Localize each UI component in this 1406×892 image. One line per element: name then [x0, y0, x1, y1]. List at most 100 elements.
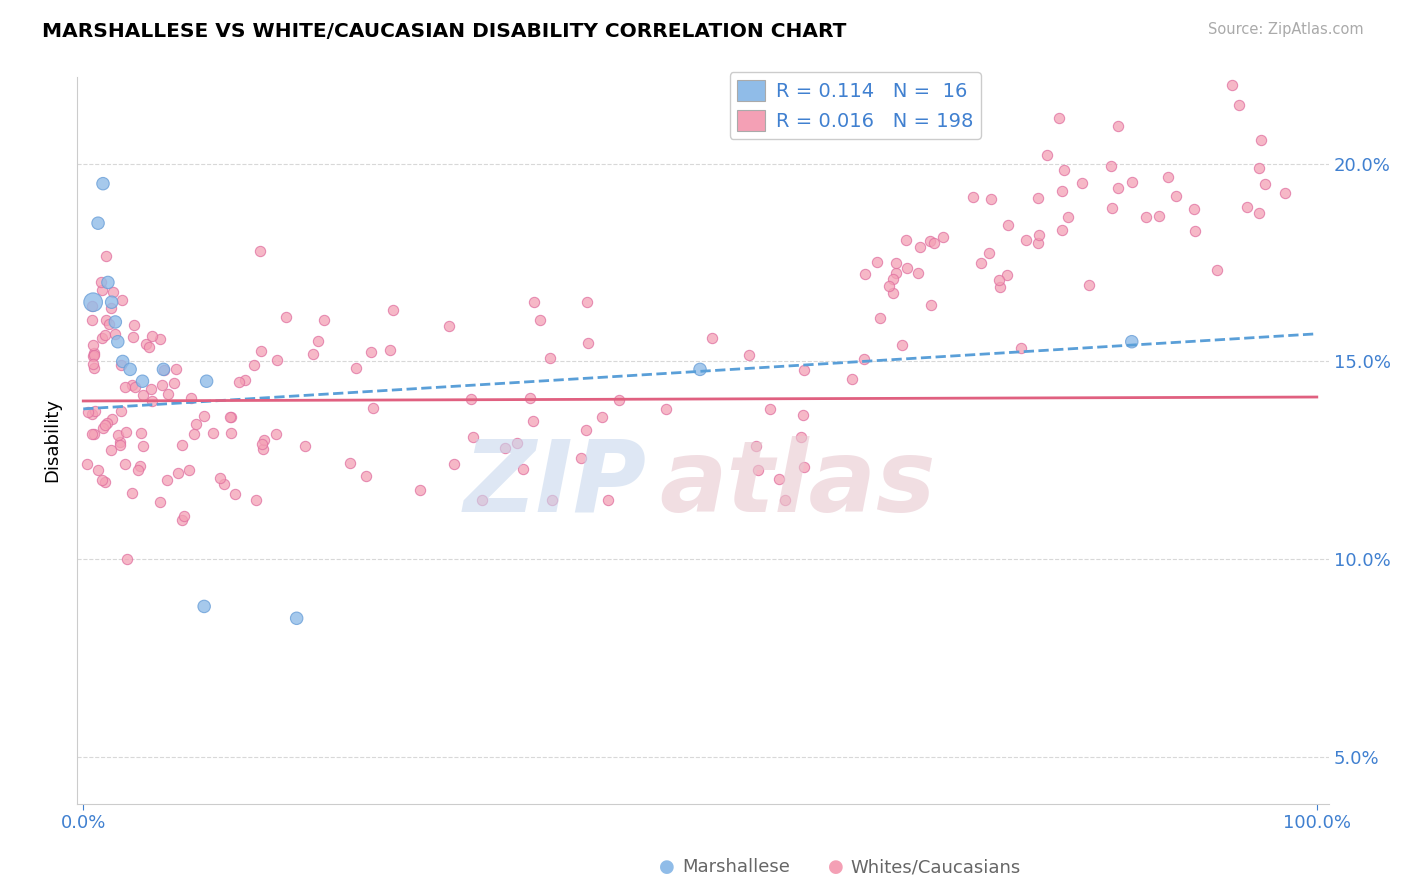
Point — [773, 492, 796, 507]
Point — [114, 425, 136, 439]
Point — [163, 376, 186, 391]
Point — [107, 427, 129, 442]
Point — [869, 310, 891, 325]
Point — [1184, 224, 1206, 238]
Point — [884, 256, 907, 270]
Point — [221, 410, 243, 425]
Point — [107, 334, 129, 349]
Point — [1078, 278, 1101, 293]
Point — [1071, 176, 1094, 190]
Point — [76, 458, 98, 472]
Point — [83, 345, 105, 359]
Point — [89, 275, 111, 289]
Point — [980, 192, 1002, 206]
Point — [82, 312, 104, 326]
Point — [83, 404, 105, 418]
Point — [361, 401, 384, 415]
Point — [1121, 334, 1143, 349]
Point — [235, 373, 257, 387]
Point — [598, 492, 620, 507]
Point — [90, 283, 112, 297]
Point — [1254, 177, 1277, 191]
Point — [877, 279, 900, 293]
Point — [82, 338, 104, 352]
Point — [970, 255, 993, 269]
Point — [519, 391, 541, 405]
Point — [591, 409, 613, 424]
Point — [609, 392, 631, 407]
Point — [111, 354, 134, 368]
Point — [1247, 161, 1270, 176]
Point — [209, 471, 232, 485]
Point — [111, 293, 134, 308]
Point — [131, 374, 153, 388]
Text: Whites/Caucasians: Whites/Caucasians — [851, 858, 1021, 876]
Point — [1052, 163, 1074, 178]
Point — [132, 439, 155, 453]
Point — [165, 362, 187, 376]
Point — [276, 310, 298, 325]
Point — [148, 332, 170, 346]
Point — [689, 362, 711, 376]
Point — [80, 407, 103, 421]
Point — [180, 392, 202, 406]
Point — [576, 295, 599, 310]
Point — [153, 363, 176, 377]
Point — [1227, 98, 1250, 112]
Text: Source: ZipAtlas.com: Source: ZipAtlas.com — [1208, 22, 1364, 37]
Point — [471, 492, 494, 507]
Point — [884, 266, 907, 280]
Point — [793, 363, 815, 377]
Point — [83, 361, 105, 376]
Point — [1015, 233, 1038, 247]
Point — [150, 377, 173, 392]
Point — [96, 417, 118, 431]
Point — [91, 473, 114, 487]
Point — [179, 462, 201, 476]
Point — [91, 420, 114, 434]
Y-axis label: Disability: Disability — [44, 399, 60, 483]
Point — [920, 298, 942, 312]
Point — [381, 303, 404, 318]
Point — [122, 329, 145, 343]
Point — [360, 345, 382, 359]
Point — [120, 362, 142, 376]
Point — [1036, 148, 1059, 162]
Point — [266, 427, 288, 442]
Point — [104, 315, 127, 329]
Point — [97, 276, 120, 290]
Point — [127, 463, 149, 477]
Point — [1247, 205, 1270, 219]
Point — [141, 394, 163, 409]
Point — [93, 475, 115, 489]
Text: ●: ● — [828, 858, 844, 876]
Point — [997, 219, 1019, 233]
Point — [995, 268, 1018, 282]
Point — [94, 313, 117, 327]
Point — [249, 244, 271, 258]
Point — [314, 313, 336, 327]
Point — [100, 301, 122, 315]
Point — [1050, 185, 1073, 199]
Point — [173, 508, 195, 523]
Point — [578, 336, 600, 351]
Point — [152, 362, 174, 376]
Point — [195, 374, 218, 388]
Point — [135, 336, 157, 351]
Point — [1107, 181, 1129, 195]
Point — [1182, 202, 1205, 216]
Point — [990, 280, 1012, 294]
Point — [1107, 119, 1129, 133]
Point — [1010, 341, 1032, 355]
Point — [245, 492, 267, 507]
Text: MARSHALLESE VS WHITE/CAUCASIAN DISABILITY CORRELATION CHART: MARSHALLESE VS WHITE/CAUCASIAN DISABILIT… — [42, 22, 846, 41]
Point — [437, 319, 460, 334]
Point — [129, 425, 152, 440]
Point — [214, 477, 236, 491]
Point — [908, 240, 931, 254]
Point — [155, 473, 177, 487]
Point — [166, 467, 188, 481]
Point — [409, 483, 432, 497]
Point — [522, 414, 544, 428]
Point — [1206, 263, 1229, 277]
